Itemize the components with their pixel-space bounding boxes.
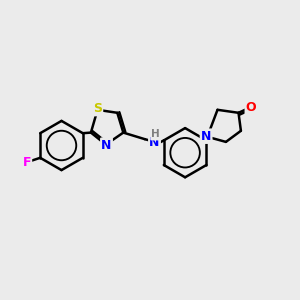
Text: N: N bbox=[101, 139, 112, 152]
Text: O: O bbox=[246, 101, 256, 114]
Text: H: H bbox=[151, 129, 160, 140]
Text: N: N bbox=[149, 136, 160, 149]
Text: F: F bbox=[22, 156, 31, 169]
Text: N: N bbox=[201, 130, 211, 143]
Text: S: S bbox=[93, 102, 102, 115]
